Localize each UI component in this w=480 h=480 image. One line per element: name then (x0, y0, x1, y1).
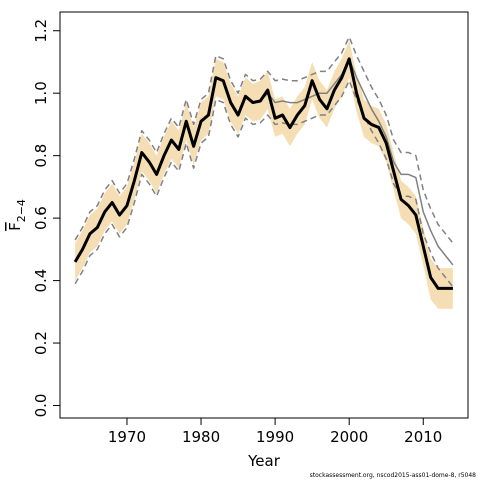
y-axis-label-main: F (6, 222, 24, 231)
x-tick-label: 2010 (404, 428, 442, 446)
x-tick-label: 1980 (182, 428, 220, 446)
y-tick-label: 0.8 (32, 144, 50, 168)
confidence-band (75, 40, 453, 309)
series-line (74, 79, 454, 288)
y-tick-label-group: 0.2 (32, 331, 50, 355)
plot-frame (59, 11, 469, 419)
y-tick-label: 1.2 (32, 19, 50, 43)
x-axis-label: Year (247, 452, 281, 470)
y-tick-label: 0.0 (32, 394, 50, 418)
y-tick-label-group: 1.2 (32, 19, 50, 43)
y-tick-label-group: 0.8 (32, 144, 50, 168)
y-tick-label-group: 0.6 (32, 206, 50, 230)
y-tick-label: 0.6 (32, 206, 50, 230)
series-line (73, 57, 453, 290)
x-tick-label: 1990 (256, 428, 294, 446)
y-tick-label: 1.0 (32, 81, 50, 105)
x-tick-label: 1970 (108, 428, 146, 446)
y-tick-label-group: 0.4 (32, 269, 50, 293)
y-axis-label-group: F2−4 (6, 199, 28, 231)
x-tick-label: 2000 (330, 428, 368, 446)
y-axis-label-sub: 2−4 (15, 199, 28, 222)
y-tick-label-group: 0.0 (32, 394, 50, 418)
y-tick-label: 0.2 (32, 331, 50, 355)
y-axis-label: F2−4 (6, 199, 28, 231)
footnote: stockassessment.org, nscod2015-ass01-dom… (310, 472, 477, 479)
series-line (74, 36, 454, 244)
y-tick-label: 0.4 (32, 269, 50, 293)
y-tick-label-group: 1.0 (32, 81, 50, 105)
